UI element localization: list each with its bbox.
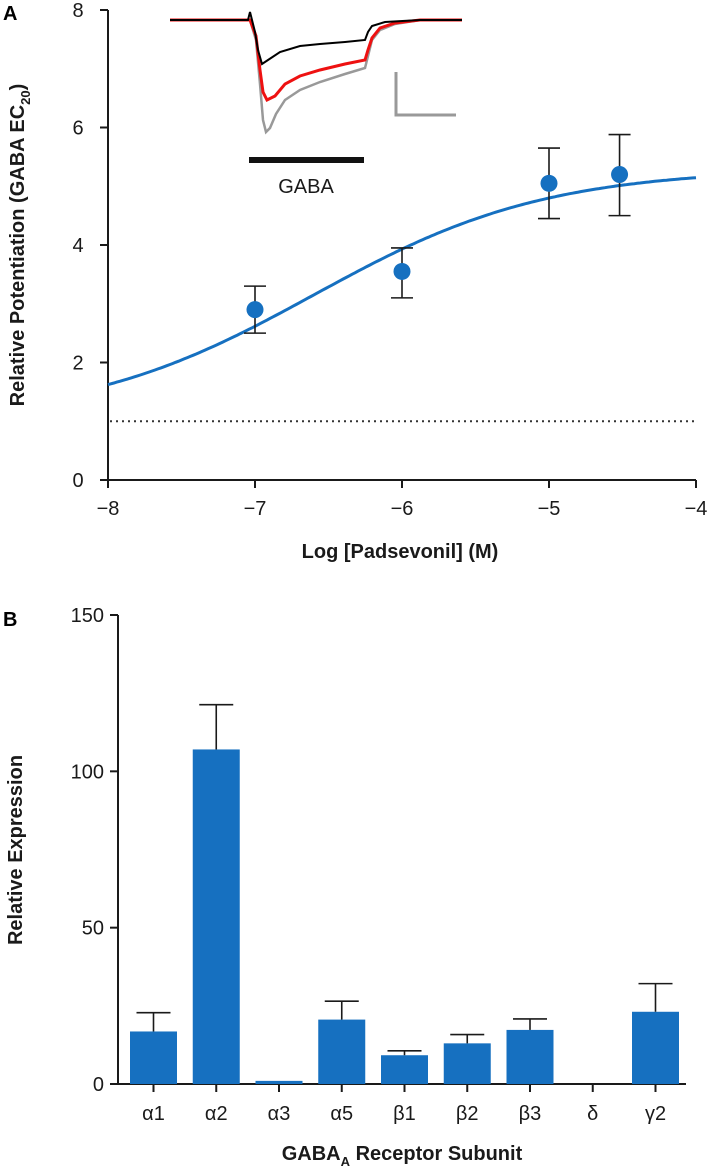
bar-group (506, 1018, 554, 1084)
y-tick-label: 150 (71, 605, 104, 627)
current-trace-inset: GABA (170, 11, 462, 198)
scale-bar (394, 72, 456, 117)
bar-group (381, 1050, 428, 1084)
bar (318, 1019, 366, 1084)
data-point (244, 285, 266, 334)
data-points (244, 133, 631, 334)
bar (506, 1029, 554, 1084)
y-tick-label: 0 (93, 1074, 104, 1096)
panel-b-y-ticks: 0 50 100 150 (71, 605, 118, 1096)
y-tick-label: 2 (72, 353, 83, 375)
panel-a-y-tick-labels: 0 2 4 6 8 (72, 0, 83, 492)
y-tick-label: 0 (72, 470, 83, 492)
panel-b-letter: B (3, 609, 17, 631)
data-point (608, 133, 631, 217)
y-tick-label: 6 (72, 118, 83, 140)
panel-b: B 0 50 100 150 α1 α2 α3 α5 β1 β2 β3 δ γ2 GABAA Rece… (3, 605, 686, 1169)
panel-a-x-tick-labels: −8 −7 −6 −5 −4 (97, 498, 708, 520)
bar (130, 1031, 177, 1084)
point-marker (540, 174, 558, 192)
bar-group (130, 1011, 177, 1084)
x-tick-label: −8 (97, 498, 120, 520)
point-marker (611, 166, 629, 183)
x-tick-label: α1 (142, 1103, 165, 1125)
gaba-label: GABA (278, 176, 334, 198)
point-marker (246, 301, 264, 319)
y-tick-label: 50 (82, 918, 104, 940)
x-tick-label: δ (587, 1103, 598, 1125)
x-tick-label: β2 (456, 1103, 479, 1125)
bar (192, 749, 240, 1084)
bars (130, 703, 679, 1084)
data-point (391, 247, 413, 299)
bar-group (632, 982, 679, 1084)
bar-group (443, 1033, 491, 1084)
y-tick-label: 4 (72, 235, 83, 257)
bar-group (318, 1000, 366, 1084)
x-tick-label: α2 (205, 1103, 228, 1125)
point-marker (393, 262, 411, 280)
x-tick-label: −6 (391, 498, 414, 520)
panel-a-ticks (100, 9, 697, 488)
black-trace (170, 11, 462, 66)
bar (381, 1055, 428, 1084)
bar (255, 1080, 303, 1084)
panel-b-x-axis-title: GABAA Receptor Subunit (282, 1143, 523, 1169)
red-trace (170, 18, 462, 103)
x-tick-label: β1 (393, 1103, 416, 1125)
panel-a-y-axis-title: Relative Potentiation (GABA EC20) (7, 84, 33, 407)
bar (443, 1043, 491, 1084)
bar-group (255, 1080, 303, 1084)
y-tick-label: 8 (72, 0, 83, 22)
y-tick-label: 100 (71, 761, 104, 783)
x-tick-label: α5 (330, 1103, 353, 1125)
panel-a-x-axis-title: Log [Padsevonil] (M) (302, 541, 499, 563)
panel-b-y-axis-title: Relative Expression (5, 755, 27, 945)
x-tick-label: γ2 (645, 1103, 666, 1125)
x-tick-label: β3 (519, 1103, 542, 1125)
x-tick-label: −7 (244, 498, 267, 520)
bar-group (192, 703, 240, 1084)
x-tick-label: α3 (268, 1103, 291, 1125)
bar (632, 1011, 679, 1084)
x-tick-label: −5 (538, 498, 561, 520)
data-point (538, 147, 560, 220)
x-tick-label: −4 (685, 498, 708, 520)
panel-a-letter: A (3, 3, 17, 25)
panel-b-x-tick-labels: α1 α2 α3 α5 β1 β2 β3 δ γ2 (142, 1084, 666, 1125)
